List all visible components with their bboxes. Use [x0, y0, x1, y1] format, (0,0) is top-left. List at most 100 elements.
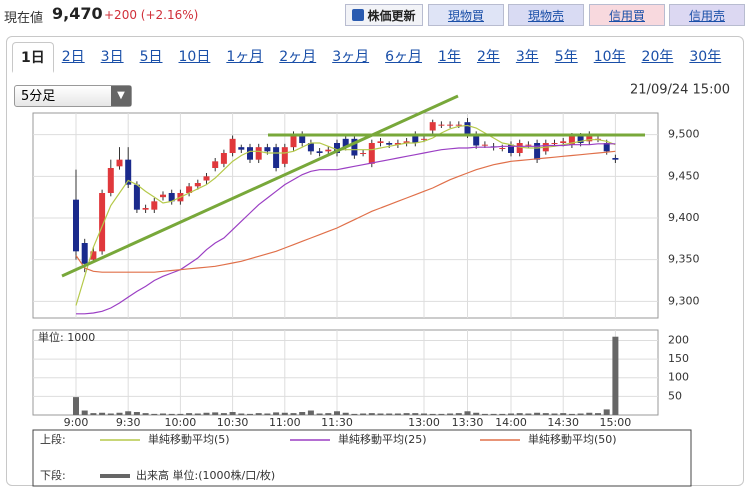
sell-button[interactable]: 現物売 — [508, 4, 584, 26]
button-label: 株価更新 — [367, 9, 416, 23]
y-tick-label: 9,300 — [668, 294, 700, 307]
x-tick-label: 11:00 — [269, 416, 301, 429]
ma-line — [75, 150, 616, 273]
volume-bar — [386, 413, 393, 415]
candle-body — [551, 143, 558, 144]
volume-bar — [212, 412, 219, 415]
y-tick-label: 9,450 — [668, 169, 700, 182]
volume-bar — [316, 413, 323, 415]
candle-body — [421, 138, 427, 140]
candle-body — [116, 159, 123, 167]
candle-body — [342, 138, 349, 148]
volume-bar — [168, 413, 175, 415]
volume-bar — [325, 413, 332, 415]
volume-bar — [203, 412, 210, 415]
ma-line — [76, 143, 616, 315]
select-arrow: ▼ — [111, 86, 131, 106]
candle-body — [273, 147, 280, 168]
candle-body — [447, 124, 454, 126]
candle-body — [429, 122, 436, 131]
volume-bar — [464, 411, 471, 415]
volume-bar — [90, 413, 97, 415]
refresh-icon — [352, 9, 365, 21]
margin-buy-button[interactable]: 信用買 — [589, 4, 665, 26]
price-change: +200 (+2.16%) — [104, 8, 199, 22]
trend-line — [61, 94, 459, 278]
y-tick-label: 9,400 — [668, 211, 700, 224]
period-tab[interactable]: 5年 — [554, 49, 578, 65]
volume-bar — [542, 413, 549, 415]
buy-button[interactable]: 現物買 — [428, 4, 504, 26]
volume-bar — [586, 412, 593, 415]
candle-body — [220, 153, 227, 164]
volume-bar — [551, 413, 558, 415]
volume-bar — [525, 413, 532, 415]
period-tab[interactable]: 1日 — [12, 42, 54, 73]
volume-bar — [247, 413, 253, 415]
y-tick-label: 9,500 — [668, 128, 700, 141]
candle-body — [99, 193, 106, 252]
period-tab[interactable]: 1ヶ月 — [226, 49, 264, 65]
x-tick-label: 15:00 — [600, 416, 632, 429]
legend-box — [32, 429, 692, 487]
volume-bar — [403, 413, 410, 415]
legend-label: 単純移動平均(25) — [338, 432, 427, 446]
period-tab[interactable]: 2日 — [61, 49, 85, 65]
period-tab[interactable]: 2ヶ月 — [279, 49, 317, 65]
candle-body — [386, 143, 393, 145]
period-tab[interactable]: 6ヶ月 — [385, 49, 423, 65]
candle-body — [377, 141, 384, 143]
ma-line — [75, 124, 616, 306]
volume-bar — [595, 413, 601, 415]
volume-plot — [32, 329, 659, 416]
candle-body — [290, 134, 297, 148]
legend-label: 単純移動平均(5) — [148, 432, 230, 446]
candle-body — [612, 158, 619, 160]
candle-body — [133, 184, 140, 210]
period-tab[interactable]: 30年 — [689, 49, 722, 65]
period-tab[interactable]: 3日 — [100, 49, 124, 65]
volume-bar — [133, 412, 140, 415]
period-tab[interactable]: 3年 — [515, 49, 539, 65]
candle-body — [247, 147, 253, 160]
volume-bar — [160, 413, 166, 415]
period-tab[interactable]: 2年 — [476, 49, 500, 65]
y-tick-label: 9,350 — [668, 253, 700, 266]
price-label: 現在値 — [4, 11, 44, 26]
x-tick-label: 9:00 — [64, 416, 89, 429]
volume-bar — [273, 412, 280, 415]
candle-body — [73, 199, 79, 252]
x-tick-label: 13:30 — [452, 416, 484, 429]
candle-body — [168, 193, 175, 202]
candle-body — [151, 201, 158, 210]
candle-body — [508, 144, 514, 153]
period-tab[interactable]: 1年 — [438, 49, 461, 65]
volume-unit: 単位: 1000 — [38, 330, 95, 344]
period-tab[interactable]: 10年 — [593, 49, 626, 65]
candle-body — [499, 148, 506, 149]
period-tab[interactable]: 3ヶ月 — [332, 49, 370, 65]
volume-bar — [568, 413, 575, 415]
candle-body — [186, 186, 193, 193]
x-tick-label: 10:00 — [165, 416, 197, 429]
candle-body — [568, 136, 575, 145]
interval-select[interactable]: 5分足 ▼ — [14, 85, 132, 107]
refresh-button[interactable]: 株価更新 — [345, 4, 423, 26]
candle-body — [455, 124, 462, 126]
margin-sell-button[interactable]: 信用売 — [669, 4, 745, 26]
volume-bar — [220, 413, 227, 415]
candle-body — [194, 183, 201, 187]
volume-bar — [577, 413, 584, 415]
volume-bar — [281, 412, 288, 415]
candle-body — [534, 143, 541, 160]
candle-body — [334, 143, 340, 153]
volume-bar — [455, 413, 462, 415]
period-tab[interactable]: 10日 — [178, 49, 211, 65]
candle-body — [125, 159, 132, 185]
period-tab[interactable]: 5日 — [139, 49, 163, 65]
volume-bar — [229, 412, 236, 415]
y-tick-label: 50 — [668, 389, 682, 402]
period-tab[interactable]: 20年 — [641, 49, 674, 65]
candle-body — [90, 251, 97, 260]
